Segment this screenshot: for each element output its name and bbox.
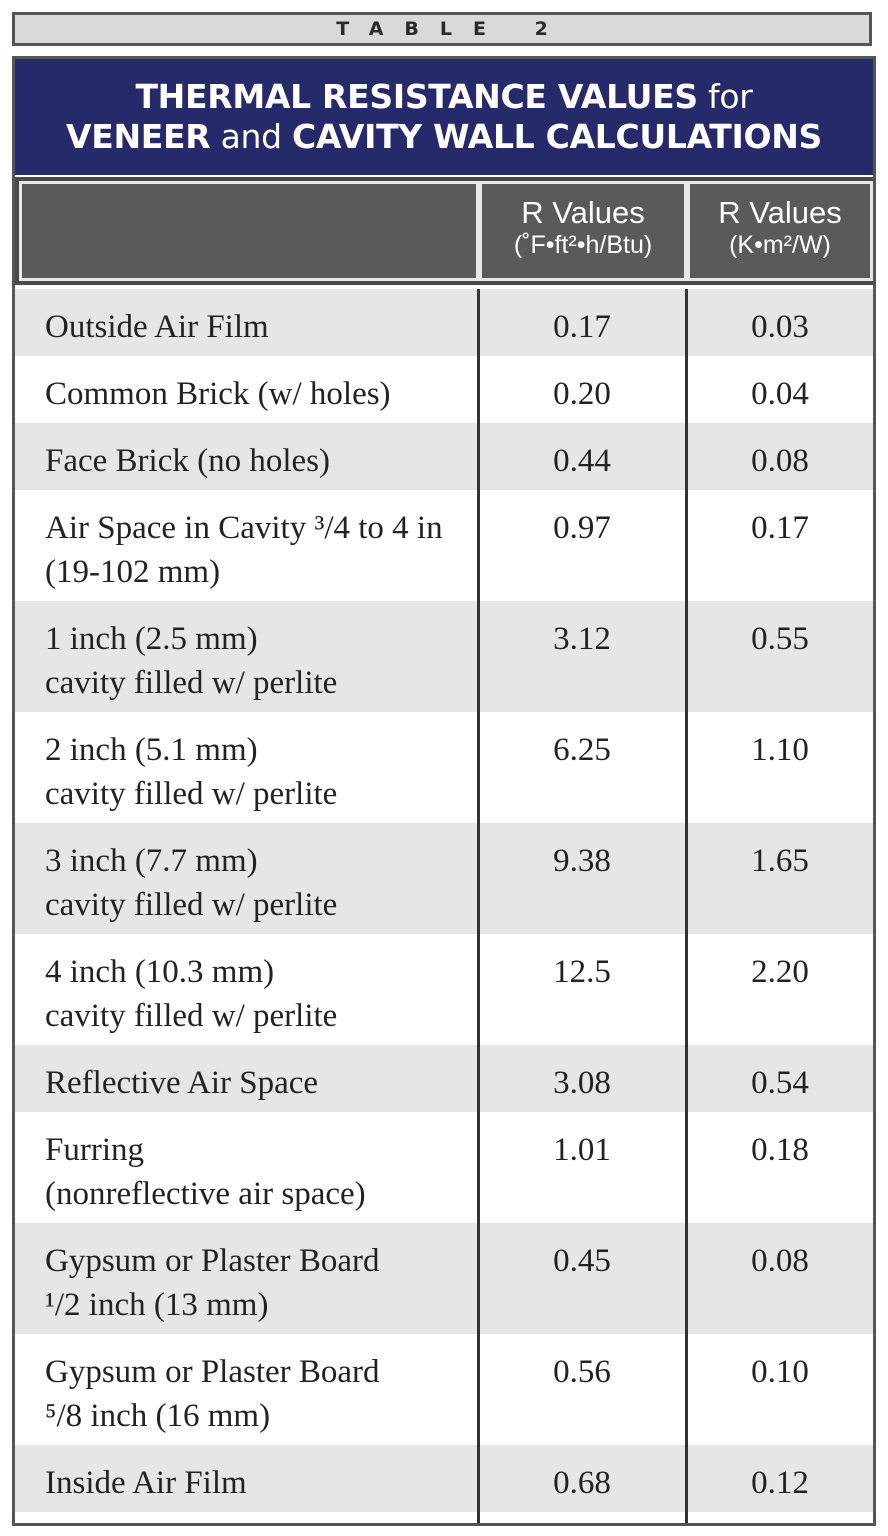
material-text: 1 inch (2.5 mm): [45, 621, 258, 657]
r-value-si-cell: 0.08: [751, 1243, 809, 1279]
material-cell: 2 inch (5.1 mm) cavity filled w/ perlite: [15, 712, 477, 816]
column-divider: [685, 289, 688, 1523]
r-value-si-cell: 1.10: [751, 732, 809, 768]
r-value-imperial-cell: 3.08: [553, 1065, 611, 1101]
header-material-column: [19, 181, 479, 281]
table-row: Outside Air Film 0.17 0.03: [15, 289, 873, 356]
material-text: (nonreflective air space): [45, 1176, 366, 1212]
table-row: Gypsum or Plaster Board ⁵/8 inch (16 mm) 0…: [15, 1334, 873, 1445]
r-value-imperial-cell: 3.12: [553, 621, 611, 657]
material-cell: Face Brick (no holes): [15, 423, 477, 483]
thermal-resistance-table: THERMAL RESISTANCE VALUES for VENEER and…: [12, 56, 876, 1526]
material-text: cavity filled w/ perlite: [45, 665, 338, 701]
table-row: Gypsum or Plaster Board ¹/2 inch (13 mm) 0…: [15, 1223, 873, 1334]
r-value-imperial-cell: 0.20: [553, 376, 611, 412]
table-row: 1 inch (2.5 mm) cavity filled w/ perlite 3…: [15, 601, 873, 712]
table-row: 4 inch (10.3 mm) cavity filled w/ perlite…: [15, 934, 873, 1045]
table-row: 2 inch (5.1 mm) cavity filled w/ perlite 6…: [15, 712, 873, 823]
table-row: Air Space in Cavity ³/4 to 4 in (19-102 m…: [15, 490, 873, 601]
title-line-1: THERMAL RESISTANCE VALUES for: [135, 77, 753, 116]
r-value-si-cell: 0.54: [751, 1065, 809, 1101]
r-value-si-cell: 0.55: [751, 621, 809, 657]
r-value-imperial-cell: 0.44: [553, 443, 611, 479]
material-text: ⁵/8 inch (16 mm): [45, 1398, 271, 1434]
r-value-si-cell: 0.08: [751, 443, 809, 479]
header-r-imperial-column: R Values (˚F•ft²•h/Btu): [479, 181, 687, 281]
material-text: Gypsum or Plaster Board: [45, 1354, 380, 1390]
material-text: 2 inch (5.1 mm): [45, 732, 258, 768]
table-body: Outside Air Film 0.17 0.03 Common Brick (w/…: [15, 289, 873, 1512]
r-value-si-cell: 0.10: [751, 1354, 809, 1390]
material-text: cavity filled w/ perlite: [45, 776, 338, 812]
material-cell: Gypsum or Plaster Board ¹/2 inch (13 mm): [15, 1223, 477, 1327]
material-text: ¹/2 inch (13 mm): [45, 1287, 269, 1323]
material-cell: Inside Air Film: [15, 1445, 477, 1505]
material-text: Outside Air Film: [45, 309, 269, 345]
title-line-2: VENEER and CAVITY WALL CALCULATIONS: [65, 117, 823, 156]
material-text: Inside Air Film: [45, 1465, 247, 1501]
material-cell: 4 inch (10.3 mm) cavity filled w/ perlite: [15, 934, 477, 1038]
column-divider: [477, 289, 480, 1523]
table-row: Common Brick (w/ holes) 0.20 0.04: [15, 356, 873, 423]
table-number-label: TABLE 2: [12, 12, 872, 46]
material-text: Common Brick (w/ holes): [45, 376, 391, 412]
r-value-si-cell: 0.18: [751, 1132, 809, 1168]
header-label: R Values: [718, 195, 842, 230]
material-text: Air Space in Cavity ³/4 to 4 in: [45, 510, 443, 546]
material-text: (19-102 mm): [45, 554, 221, 590]
r-value-imperial-cell: 0.68: [553, 1465, 611, 1501]
material-text: cavity filled w/ perlite: [45, 887, 338, 923]
r-value-si-cell: 0.04: [751, 376, 809, 412]
table-title: THERMAL RESISTANCE VALUES for VENEER and…: [15, 59, 873, 175]
r-value-imperial-cell: 6.25: [553, 732, 611, 768]
r-value-imperial-cell: 0.56: [553, 1354, 611, 1390]
r-value-imperial-cell: 1.01: [553, 1132, 611, 1168]
material-cell: Common Brick (w/ holes): [15, 356, 477, 416]
material-text: Reflective Air Space: [45, 1065, 319, 1101]
r-value-imperial-cell: 9.38: [553, 843, 611, 879]
table-row: 3 inch (7.7 mm) cavity filled w/ perlite 9…: [15, 823, 873, 934]
r-value-si-cell: 0.17: [751, 510, 809, 546]
header-label: R Values: [521, 195, 645, 230]
material-text: Furring: [45, 1132, 144, 1168]
material-cell: 1 inch (2.5 mm) cavity filled w/ perlite: [15, 601, 477, 705]
r-value-imperial-cell: 0.17: [553, 309, 611, 345]
material-text: 3 inch (7.7 mm): [45, 843, 258, 879]
material-text: cavity filled w/ perlite: [45, 998, 338, 1034]
table-row: Furring (nonreflective air space) 1.01 0.18: [15, 1112, 873, 1223]
r-value-imperial-cell: 12.5: [553, 954, 611, 990]
material-cell: Reflective Air Space: [15, 1045, 477, 1105]
r-value-imperial-cell: 0.97: [553, 510, 611, 546]
r-value-imperial-cell: 0.45: [553, 1243, 611, 1279]
material-cell: Furring (nonreflective air space): [15, 1112, 477, 1216]
r-value-si-cell: 0.12: [751, 1465, 809, 1501]
material-cell: 3 inch (7.7 mm) cavity filled w/ perlite: [15, 823, 477, 927]
table-row: Inside Air Film 0.68 0.12: [15, 1445, 873, 1512]
material-cell: Air Space in Cavity ³/4 to 4 in (19-102 m…: [15, 490, 477, 594]
header-r-si-column: R Values (K•m²/W): [687, 181, 873, 281]
table-header: R Values (˚F•ft²•h/Btu) R Values (K•m²/W…: [15, 177, 873, 285]
material-text: 4 inch (10.3 mm): [45, 954, 275, 990]
material-text: Gypsum or Plaster Board: [45, 1243, 380, 1279]
table-row: Face Brick (no holes) 0.44 0.08: [15, 423, 873, 490]
r-value-si-cell: 2.20: [751, 954, 809, 990]
r-value-si-cell: 1.65: [751, 843, 809, 879]
header-unit: (˚F•ft²•h/Btu): [513, 231, 653, 259]
header-unit: (K•m²/W): [729, 231, 831, 259]
material-cell: Outside Air Film: [15, 289, 477, 349]
r-value-si-cell: 0.03: [751, 309, 809, 345]
table-row: Reflective Air Space 3.08 0.54: [15, 1045, 873, 1112]
material-cell: Gypsum or Plaster Board ⁵/8 inch (16 mm): [15, 1334, 477, 1438]
material-text: Face Brick (no holes): [45, 443, 330, 479]
